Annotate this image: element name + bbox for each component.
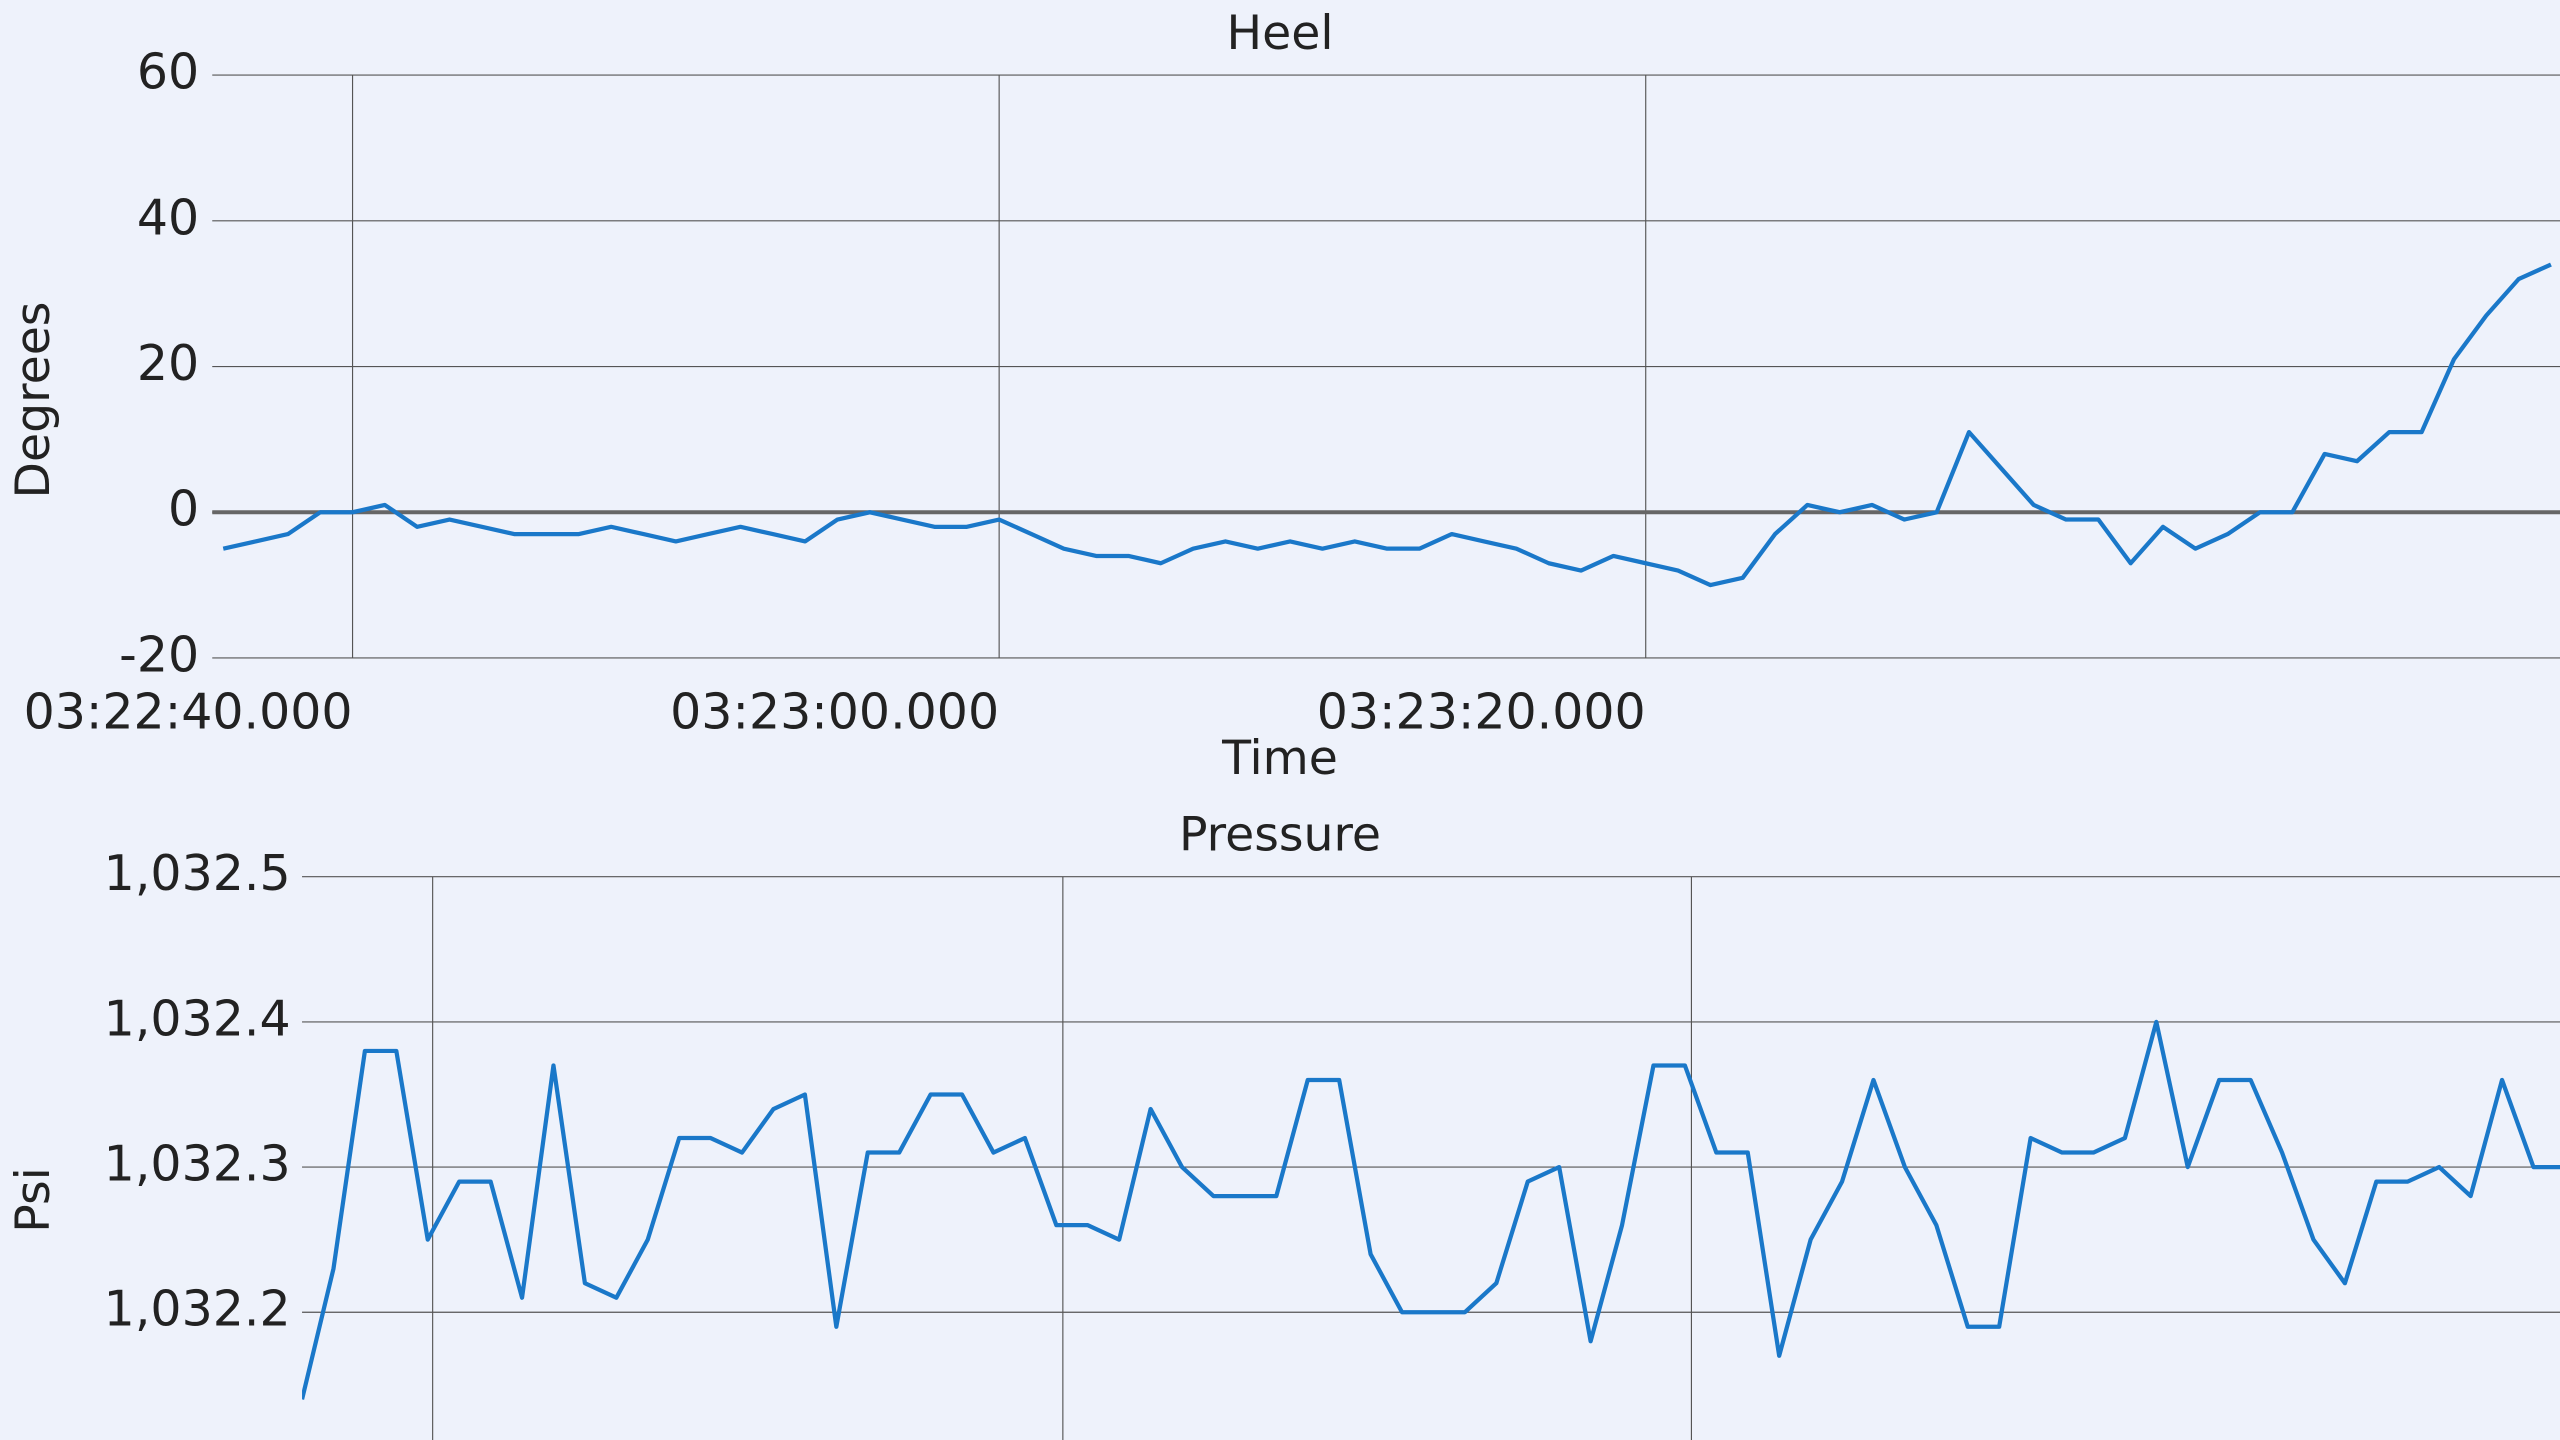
x-axis-label: Time [1221,731,1338,786]
x-tick-label: 03:23:20.000 [1317,684,1646,741]
data-line [302,1019,2560,1400]
y-tick-label: 1,032.3 [104,1136,291,1193]
y-tick-label: 1,032.4 [104,990,291,1047]
y-axis-label: Psi [6,1167,61,1233]
y-tick-label: 60 [137,44,199,101]
y-tick-label: 0 [168,481,199,538]
y-tick-label: 20 [137,335,199,392]
y-tick-label: 1,032.2 [104,1281,291,1338]
y-axis-label: Degrees [6,302,61,499]
data-line [222,262,2552,588]
y-tick-label: -20 [119,626,199,683]
x-tick-label: 03:23:00.000 [670,684,999,741]
y-tick-label: 40 [137,189,199,246]
pressure-vgrid [432,876,1692,1440]
chart-title: Pressure [1179,808,1381,863]
chart-title: Heel [1227,6,1334,61]
y-tick-label: 1,032.5 [104,845,291,902]
x-tick-label: 03:22:40.000 [24,684,353,741]
